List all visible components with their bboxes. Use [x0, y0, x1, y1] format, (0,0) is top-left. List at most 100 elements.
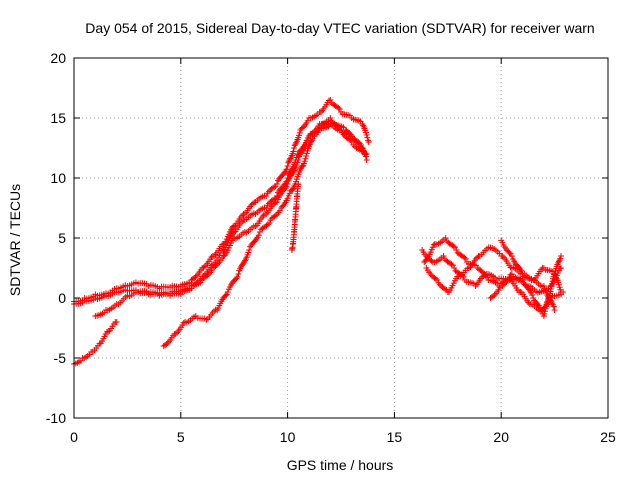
x-tick-label: 15: [387, 429, 403, 445]
data-point-interp: [507, 271, 514, 278]
data-point: [246, 247, 253, 253]
data-point: [273, 199, 280, 205]
data-point: [291, 145, 298, 151]
data-point-interp: [282, 185, 289, 192]
data-point-interp: [263, 222, 270, 229]
data-point-interp: [208, 254, 215, 261]
data-point-interp: [241, 258, 248, 265]
data-point-interp: [251, 199, 258, 206]
data-point-interp: [293, 176, 300, 183]
data-point-interp: [303, 153, 310, 160]
data-point-interp: [272, 199, 279, 206]
data-point: [451, 265, 458, 271]
data-point-interp: [204, 272, 211, 279]
data-point: [508, 253, 515, 259]
data-point-interp: [428, 257, 435, 264]
data-point-interp: [301, 123, 308, 130]
data-point: [359, 121, 366, 127]
data-point: [327, 97, 334, 103]
data-point-interp: [249, 200, 256, 207]
data-point-interp: [364, 134, 371, 141]
data-point-interp: [208, 267, 215, 274]
data-point-interp: [208, 262, 215, 269]
data-point-interp: [360, 122, 367, 129]
data-point-interp: [286, 158, 293, 165]
data-point: [256, 229, 263, 235]
data-point-interp: [292, 141, 299, 148]
data-point-interp: [280, 202, 287, 209]
y-tick-label: 0: [58, 290, 66, 306]
data-point: [231, 229, 238, 235]
data-point-interp: [271, 200, 278, 207]
data-point: [235, 271, 242, 277]
data-point-interp: [271, 184, 278, 191]
data-point-interp: [534, 301, 541, 308]
data-point-interp: [304, 117, 311, 124]
data-point: [519, 277, 526, 283]
data-point-interp: [317, 109, 324, 116]
data-point: [365, 139, 372, 145]
data-point: [442, 235, 449, 241]
data-point: [263, 193, 270, 199]
data-point-interp: [303, 150, 310, 157]
data-point-interp: [552, 272, 559, 279]
data-point-interp: [556, 284, 563, 291]
data-point: [558, 265, 565, 271]
data-point-interp: [529, 292, 536, 299]
data-point-interp: [163, 341, 170, 348]
data-point-interp: [239, 212, 246, 219]
data-point-interp: [432, 275, 439, 282]
x-tick-label: 5: [177, 429, 185, 445]
data-point-interp: [344, 128, 351, 135]
data-point-interp: [301, 158, 308, 165]
data-point-interp: [423, 256, 430, 263]
data-point-interp: [302, 155, 309, 162]
data-point-interp: [174, 329, 181, 336]
data-point: [363, 157, 370, 163]
data-point-interp: [461, 254, 468, 261]
data-point-interp: [491, 292, 498, 299]
data-point-interp: [448, 261, 455, 268]
data-point-interp: [272, 212, 279, 219]
data-point-interp: [291, 142, 298, 149]
data-point: [284, 163, 291, 169]
data-point-interp: [293, 139, 300, 146]
data-point-interp: [506, 249, 513, 256]
data-point-interp: [276, 207, 283, 214]
x-tick-label: 25: [600, 429, 616, 445]
data-point-interp: [234, 274, 241, 281]
data-point-interp: [462, 255, 469, 262]
data-point-interp: [287, 155, 294, 162]
data-point: [273, 181, 280, 187]
data-point-interp: [362, 150, 369, 157]
y-tick-label: 20: [50, 50, 66, 66]
data-point-interp: [543, 299, 550, 306]
y-tick-label: -10: [46, 410, 66, 426]
data-point-interp: [354, 139, 361, 146]
grid-lines: [74, 58, 608, 418]
plot-border: [73, 57, 609, 419]
y-tick-label: 5: [58, 230, 66, 246]
data-point: [530, 295, 537, 301]
data-point-interp: [283, 166, 290, 173]
data-point-interp: [346, 136, 353, 143]
data-point-interp: [213, 261, 220, 268]
data-point: [284, 181, 291, 187]
data-point: [363, 151, 370, 157]
y-tick-label: 10: [50, 170, 66, 186]
data-point-interp: [308, 137, 315, 144]
data-point-interp: [164, 340, 171, 347]
data-point: [231, 223, 238, 229]
data-point-interp: [478, 268, 485, 275]
data-point-interp: [549, 280, 556, 287]
data-point: [224, 289, 231, 295]
data-point-interp: [499, 282, 506, 289]
y-tick-label: -5: [54, 350, 67, 366]
data-point-interp: [233, 275, 240, 282]
data-point-interp: [255, 232, 262, 239]
data-point-interp: [260, 212, 267, 219]
data-point-interp: [307, 140, 314, 147]
data-point-interp: [300, 146, 307, 153]
data-point-interp: [553, 274, 560, 281]
